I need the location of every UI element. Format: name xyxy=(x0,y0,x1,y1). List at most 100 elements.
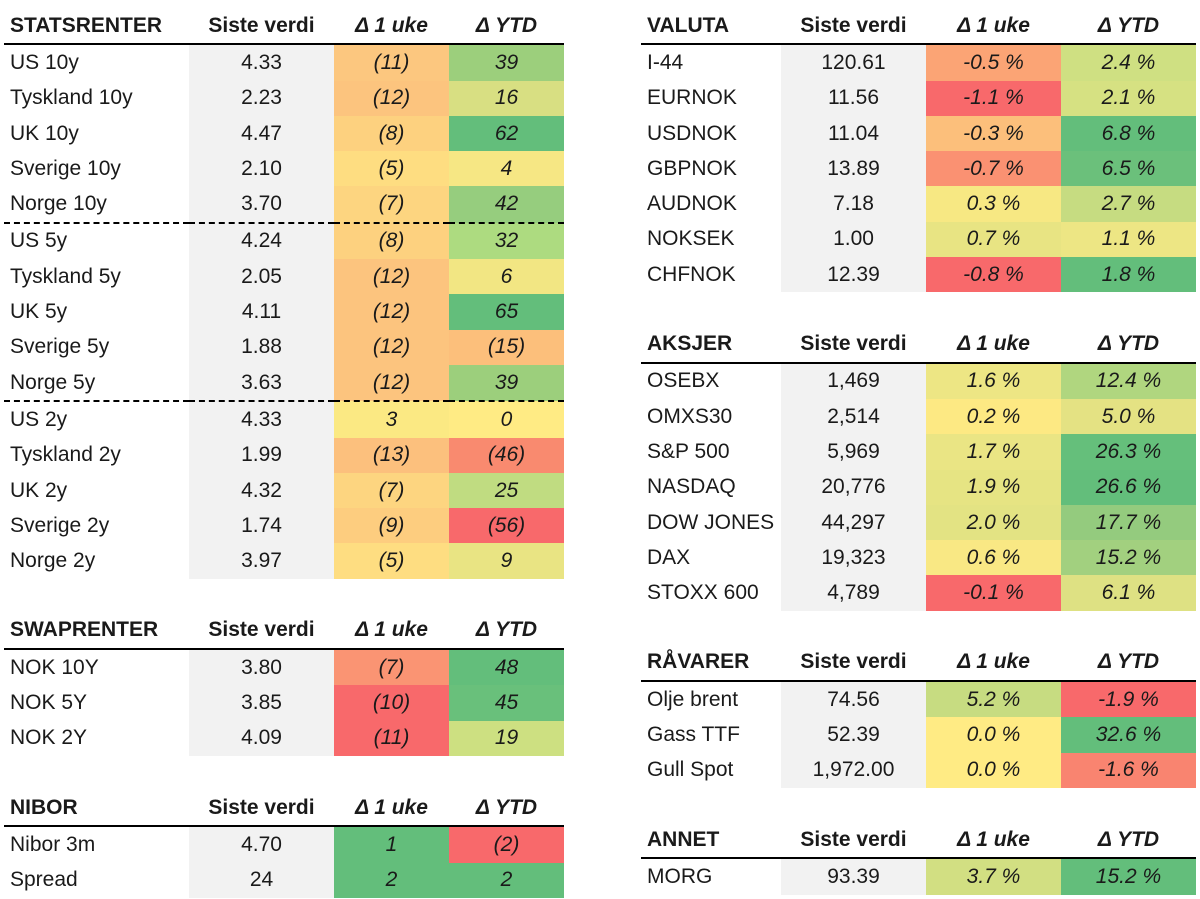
row-name: Sverige 2y xyxy=(10,513,110,537)
row-name: Sverige 10y xyxy=(10,156,121,180)
row-value: 44,297 xyxy=(781,504,926,541)
column-header-ytd: Δ YTD xyxy=(449,612,564,651)
row-change-ytd: 17.7 % xyxy=(1061,504,1196,541)
table-row: Sverige 2y 1.74 (9) (56) xyxy=(4,508,564,544)
row-name: Norge 10y xyxy=(4,186,189,224)
row-change-week: 3 xyxy=(334,401,449,438)
row-change-ytd: 32.6 % xyxy=(1061,717,1196,753)
row-name: GBPNOK xyxy=(647,156,737,180)
row-name: UK 2y xyxy=(10,478,68,502)
row-value: 2,514 xyxy=(781,398,926,435)
row-value: 52.39 xyxy=(781,717,926,753)
table-row: Tyskland 2y 1.99 (13) (46) xyxy=(4,437,564,473)
table-row: USDNOK 11.04 -0.3 % 6.8 % xyxy=(641,115,1196,152)
section-header-row: VALUTA Siste verdi Δ 1 uke Δ YTD xyxy=(641,8,1196,46)
table-row: EURNOK 11.56 -1.1 % 2.1 % xyxy=(641,80,1196,116)
row-change-week: 1.7 % xyxy=(926,434,1061,470)
row-change-week: (12) xyxy=(334,259,449,295)
table-row: Sverige 5y 1.88 (12) (15) xyxy=(4,329,564,365)
row-change-ytd: 62 xyxy=(449,115,564,152)
row-change-week: (8) xyxy=(334,115,449,152)
left-body: STATSRENTER Siste verdi Δ 1 uke Δ YTD US 10y… xyxy=(4,8,564,898)
row-name: AUDNOK xyxy=(647,192,737,216)
section-header-row: ANNET Siste verdi Δ 1 uke Δ YTD xyxy=(641,821,1196,860)
section-title: RÅVARER xyxy=(641,644,781,683)
row-change-ytd: 2 xyxy=(449,862,564,898)
row-name: Gass TTF xyxy=(647,722,740,746)
section-header-row: AKSJER Siste verdi Δ 1 uke Δ YTD xyxy=(641,326,1196,364)
row-value: 24 xyxy=(189,862,334,898)
table-row: NOKSEK 1.00 0.7 % 1.1 % xyxy=(641,221,1196,258)
row-change-ytd: -1.6 % xyxy=(1061,752,1196,788)
table-row: US 2y 4.33 3 0 xyxy=(4,401,564,438)
row-change-week: (7) xyxy=(334,186,449,224)
row-value: 93.39 xyxy=(781,858,926,895)
table-row: Nibor 3m 4.70 1 (2) xyxy=(4,826,564,863)
column-header-week: Δ 1 uke xyxy=(334,789,449,828)
row-change-week: (12) xyxy=(334,294,449,330)
table-row: STOXX 600 4,789 -0.1 % 6.1 % xyxy=(641,575,1196,611)
table-row: Spread 24 2 2 xyxy=(4,862,564,898)
table-row: UK 10y 4.47 (8) 62 xyxy=(4,115,564,152)
row-value: 4.33 xyxy=(189,401,334,438)
row-value: 1.99 xyxy=(189,437,334,473)
table-row: US 10y 4.33 (11) 39 xyxy=(4,44,564,81)
row-name: Norge 5y xyxy=(4,364,189,403)
section-header-row: STATSRENTER Siste verdi Δ 1 uke Δ YTD xyxy=(4,8,564,46)
section-gap xyxy=(4,578,564,613)
row-name: Gull Spot xyxy=(647,758,734,782)
row-value: 4.24 xyxy=(189,222,334,260)
row-name: US 10y xyxy=(10,50,79,74)
row-value: 11.56 xyxy=(781,80,926,116)
column-header-week: Δ 1 uke xyxy=(334,8,449,46)
row-value: 5,969 xyxy=(781,434,926,470)
column-header-week: Δ 1 uke xyxy=(926,326,1061,364)
column-header-ytd: Δ YTD xyxy=(1061,326,1196,364)
row-change-ytd: 2.7 % xyxy=(1061,186,1196,222)
section-gap xyxy=(641,610,1196,645)
table-row: I-44 120.61 -0.5 % 2.4 % xyxy=(641,44,1196,81)
row-value: 4.33 xyxy=(189,44,334,81)
row-change-ytd: 2.1 % xyxy=(1061,80,1196,116)
column-header-value: Siste verdi xyxy=(189,612,334,651)
section-header-row: RÅVARER Siste verdi Δ 1 uke Δ YTD xyxy=(641,644,1196,683)
row-change-week: 1.9 % xyxy=(926,469,1061,505)
row-change-week: 2.0 % xyxy=(926,504,1061,541)
row-change-week: 0.3 % xyxy=(926,186,1061,222)
table-row: DOW JONES 44,297 2.0 % 17.7 % xyxy=(641,504,1196,541)
table-row: CHFNOK 12.39 -0.8 % 1.8 % xyxy=(641,257,1196,293)
row-change-week: (8) xyxy=(334,222,449,260)
table-row: NOK 10Y 3.80 (7) 48 xyxy=(4,649,564,686)
row-value: 3.80 xyxy=(189,649,334,686)
row-change-ytd: 45 xyxy=(449,685,564,721)
row-name: DOW JONES xyxy=(647,510,775,534)
table-row: OMXS30 2,514 0.2 % 5.0 % xyxy=(641,398,1196,435)
row-name: OSEBX xyxy=(647,369,720,393)
row-change-ytd: 39 xyxy=(449,44,564,81)
row-name: MORG xyxy=(647,864,713,888)
column-header-week: Δ 1 uke xyxy=(334,612,449,651)
spacer xyxy=(641,787,1196,822)
section-gap xyxy=(641,787,1196,822)
row-name: Olje brent xyxy=(647,687,739,711)
row-change-week: (13) xyxy=(334,437,449,473)
row-value: 4.47 xyxy=(189,115,334,152)
row-value: 3.85 xyxy=(189,685,334,721)
row-value: 4.09 xyxy=(189,720,334,756)
row-name: Nibor 3m xyxy=(10,832,96,856)
section-gap xyxy=(641,292,1196,327)
row-value: 3.97 xyxy=(189,543,334,579)
row-value: 1.88 xyxy=(189,329,334,365)
row-name: S&P 500 xyxy=(647,439,730,463)
row-value: 2.23 xyxy=(189,80,334,116)
row-change-ytd: 15.2 % xyxy=(1061,858,1196,895)
column-header-week: Δ 1 uke xyxy=(926,644,1061,683)
table-row: NOK 5Y 3.85 (10) 45 xyxy=(4,685,564,721)
row-change-ytd: 6.8 % xyxy=(1061,115,1196,152)
row-change-ytd: 9 xyxy=(449,543,564,579)
row-name: Tyskland 10y xyxy=(10,86,133,110)
row-change-week: 0.7 % xyxy=(926,221,1061,258)
table-row: DAX 19,323 0.6 % 15.2 % xyxy=(641,540,1196,576)
table-row: S&P 500 5,969 1.7 % 26.3 % xyxy=(641,434,1196,470)
table-row: Norge 2y 3.97 (5) 9 xyxy=(4,543,564,579)
